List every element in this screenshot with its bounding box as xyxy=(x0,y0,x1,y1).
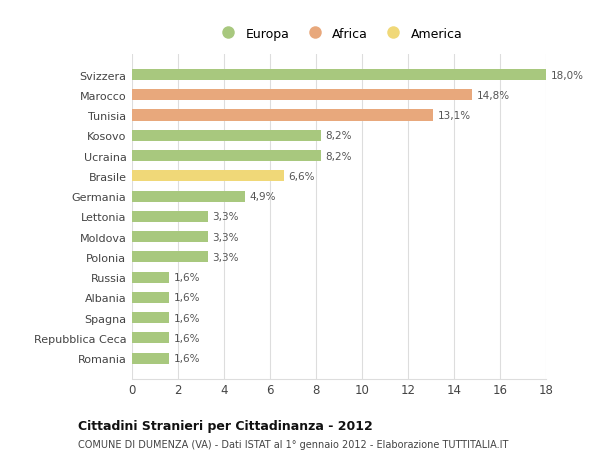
Bar xyxy=(132,130,320,141)
Bar xyxy=(132,151,320,162)
Bar xyxy=(132,231,208,243)
Text: 3,3%: 3,3% xyxy=(212,212,239,222)
Bar xyxy=(132,110,433,121)
Text: 8,2%: 8,2% xyxy=(325,151,352,161)
Bar xyxy=(132,90,472,101)
Text: 14,8%: 14,8% xyxy=(477,90,510,101)
Bar xyxy=(132,353,169,364)
Text: 1,6%: 1,6% xyxy=(173,293,200,303)
Text: 4,9%: 4,9% xyxy=(250,192,276,202)
Bar xyxy=(132,313,169,324)
Bar xyxy=(132,292,169,303)
Text: 1,6%: 1,6% xyxy=(173,273,200,283)
Text: 13,1%: 13,1% xyxy=(438,111,471,121)
Bar xyxy=(132,272,169,283)
Bar xyxy=(132,252,208,263)
Text: Cittadini Stranieri per Cittadinanza - 2012: Cittadini Stranieri per Cittadinanza - 2… xyxy=(78,419,373,432)
Bar xyxy=(132,70,546,81)
Text: 8,2%: 8,2% xyxy=(325,131,352,141)
Text: 1,6%: 1,6% xyxy=(173,353,200,364)
Text: 1,6%: 1,6% xyxy=(173,313,200,323)
Legend: Europa, Africa, America: Europa, Africa, America xyxy=(211,22,467,45)
Bar xyxy=(132,191,245,202)
Text: 3,3%: 3,3% xyxy=(212,232,239,242)
Bar xyxy=(132,211,208,223)
Text: COMUNE DI DUMENZA (VA) - Dati ISTAT al 1° gennaio 2012 - Elaborazione TUTTITALIA: COMUNE DI DUMENZA (VA) - Dati ISTAT al 1… xyxy=(78,440,508,449)
Text: 3,3%: 3,3% xyxy=(212,252,239,262)
Bar xyxy=(132,171,284,182)
Text: 18,0%: 18,0% xyxy=(551,70,584,80)
Text: 6,6%: 6,6% xyxy=(289,172,315,181)
Bar xyxy=(132,333,169,344)
Text: 1,6%: 1,6% xyxy=(173,333,200,343)
